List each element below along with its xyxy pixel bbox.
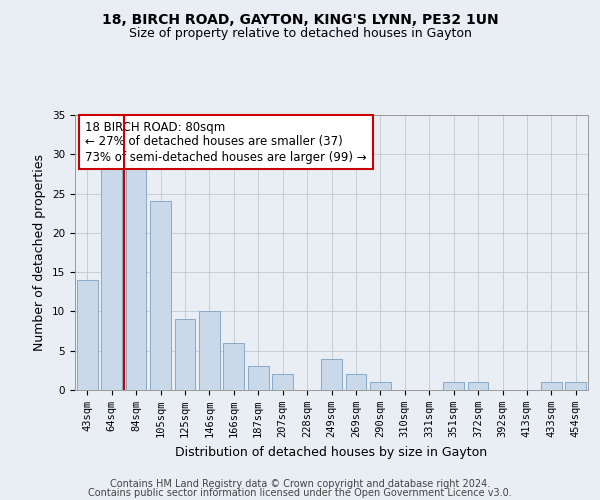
Bar xyxy=(370,382,391,390)
Bar xyxy=(77,280,98,390)
Text: 18, BIRCH ROAD, GAYTON, KING'S LYNN, PE32 1UN: 18, BIRCH ROAD, GAYTON, KING'S LYNN, PE3… xyxy=(101,12,499,26)
Bar xyxy=(248,366,269,390)
Bar xyxy=(565,382,586,390)
Bar xyxy=(175,320,196,390)
Text: 18 BIRCH ROAD: 80sqm
← 27% of detached houses are smaller (37)
73% of semi-detac: 18 BIRCH ROAD: 80sqm ← 27% of detached h… xyxy=(85,120,367,164)
X-axis label: Distribution of detached houses by size in Gayton: Distribution of detached houses by size … xyxy=(175,446,488,458)
Bar xyxy=(199,312,220,390)
Bar xyxy=(541,382,562,390)
Bar xyxy=(272,374,293,390)
Bar xyxy=(443,382,464,390)
Bar xyxy=(125,162,146,390)
Bar xyxy=(101,162,122,390)
Text: Contains public sector information licensed under the Open Government Licence v3: Contains public sector information licen… xyxy=(88,488,512,498)
Bar xyxy=(321,358,342,390)
Y-axis label: Number of detached properties: Number of detached properties xyxy=(34,154,46,351)
Bar xyxy=(346,374,367,390)
Bar xyxy=(150,202,171,390)
Text: Contains HM Land Registry data © Crown copyright and database right 2024.: Contains HM Land Registry data © Crown c… xyxy=(110,479,490,489)
Text: Size of property relative to detached houses in Gayton: Size of property relative to detached ho… xyxy=(128,28,472,40)
Bar xyxy=(223,343,244,390)
Bar xyxy=(467,382,488,390)
